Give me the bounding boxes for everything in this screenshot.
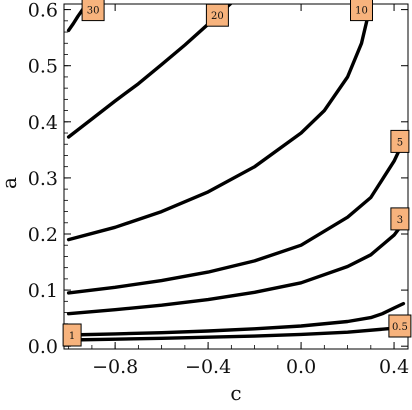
contour-label-box bbox=[62, 323, 82, 347]
contour-label-20: 20 bbox=[205, 3, 229, 27]
contour-line-10 bbox=[66, 4, 373, 242]
contour-line-5 bbox=[66, 139, 406, 295]
contour-label-3: 3 bbox=[390, 207, 410, 231]
x-axis-title: c bbox=[230, 381, 241, 405]
x-tick-label: 0.4 bbox=[379, 356, 409, 378]
contour-label-box bbox=[388, 314, 412, 338]
contour-label-1: 1 bbox=[62, 323, 82, 347]
y-tick-label: 0.4 bbox=[28, 112, 58, 134]
x-tick-label: 0.0 bbox=[286, 356, 316, 378]
y-axis-title: a bbox=[0, 177, 21, 189]
contour-label-box bbox=[390, 207, 410, 231]
contour-line-0-5 bbox=[66, 324, 406, 342]
plot-frame bbox=[63, 3, 409, 350]
contour-label-text: 0.5 bbox=[392, 322, 408, 333]
contour-label-text: 30 bbox=[87, 6, 100, 17]
contour-label-10: 10 bbox=[350, 0, 373, 22]
contour-label-text: 5 bbox=[397, 137, 403, 148]
y-tick-label: 0.0 bbox=[28, 336, 58, 358]
contour-label-text: 1 bbox=[69, 331, 75, 342]
y-tick-label: 0.2 bbox=[28, 224, 58, 246]
y-tick-label: 0.6 bbox=[28, 0, 58, 22]
contour-line-1 bbox=[66, 301, 406, 337]
contour-label-text: 10 bbox=[355, 6, 368, 17]
contour-label-text: 20 bbox=[211, 11, 224, 22]
contour-label-5: 5 bbox=[390, 129, 410, 153]
x-tick-label: −0.4 bbox=[185, 356, 231, 378]
contour-label-0-5: 0.5 bbox=[388, 314, 412, 338]
contour-line-3 bbox=[66, 221, 406, 316]
contour-label-box bbox=[350, 0, 373, 22]
contour-label-box bbox=[390, 129, 410, 153]
x-tick-label: −0.8 bbox=[92, 356, 138, 378]
contour-labels: 30 20 10 5 3 1 0.5 bbox=[62, 0, 412, 347]
y-tick-label: 0.5 bbox=[28, 56, 58, 78]
contour-label-text: 3 bbox=[397, 215, 403, 226]
y-tick-label: 0.3 bbox=[28, 168, 58, 190]
y-axis-ticks: 0.0 0.1 0.2 0.3 0.4 0.5 0.6 bbox=[28, 0, 408, 358]
y-tick-label: 0.1 bbox=[28, 280, 58, 302]
contour-lines bbox=[66, 4, 406, 342]
x-axis-ticks: −0.8 −0.4 0.0 0.4 bbox=[68, 4, 409, 378]
contour-label-box bbox=[81, 0, 105, 22]
contour-label-30: 30 bbox=[81, 0, 105, 22]
contour-line-30 bbox=[66, 4, 89, 33]
contour-line-20 bbox=[66, 4, 233, 139]
contour-label-box bbox=[205, 3, 229, 27]
